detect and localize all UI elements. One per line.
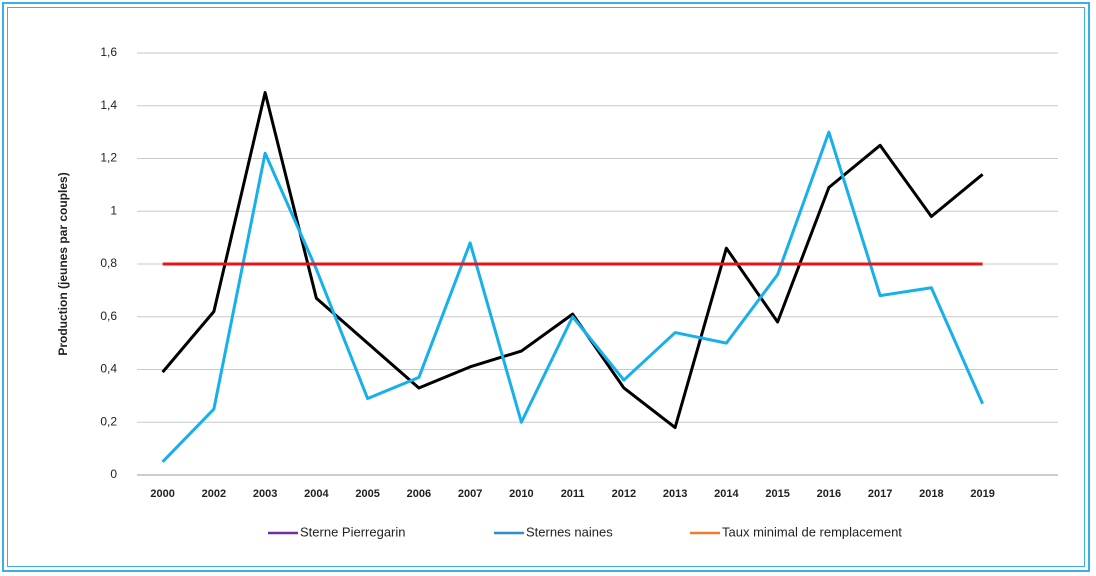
x-tick-label: 2017 — [868, 488, 892, 500]
x-tick-label: 2012 — [612, 488, 636, 500]
y-tick-label: 0,2 — [100, 414, 117, 428]
x-tick-label: 2007 — [458, 488, 482, 500]
series-line — [161, 130, 984, 463]
x-tick-label: 2014 — [714, 488, 739, 500]
x-tick-label: 2013 — [663, 488, 687, 500]
y-tick-label: 0 — [110, 467, 117, 481]
y-tick-label: 1 — [110, 203, 117, 217]
legend-label: Sterne Pierregarin — [300, 524, 406, 539]
x-tick-label: 2016 — [817, 488, 841, 500]
y-tick-label: 1,2 — [100, 151, 117, 165]
x-tick-label: 2003 — [253, 488, 277, 500]
x-tick-label: 2004 — [304, 488, 329, 500]
y-tick-label: 1,6 — [100, 45, 117, 59]
y-axis-label: Production (jeunes par couples) — [56, 172, 70, 355]
y-tick-label: 0,6 — [100, 309, 117, 323]
x-tick-label: 2006 — [407, 488, 431, 500]
x-tick-label: 2019 — [970, 488, 994, 500]
x-tick-label: 2000 — [150, 488, 174, 500]
x-tick-label: 2011 — [561, 488, 585, 500]
y-tick-label: 0,8 — [100, 256, 117, 270]
x-tick-label: 2018 — [919, 488, 943, 500]
x-tick-label: 2015 — [765, 488, 789, 500]
series-line — [161, 91, 984, 430]
y-tick-label: 0,4 — [100, 362, 117, 376]
x-tick-label: 2005 — [355, 488, 379, 500]
legend-label: Sternes naines — [526, 524, 613, 539]
frame-inner — [7, 7, 1085, 567]
y-tick-label: 1,4 — [100, 98, 117, 112]
x-tick-label: 2010 — [509, 488, 533, 500]
x-tick-label: 2002 — [202, 488, 226, 500]
legend-label: Taux minimal de remplacement — [722, 524, 902, 539]
